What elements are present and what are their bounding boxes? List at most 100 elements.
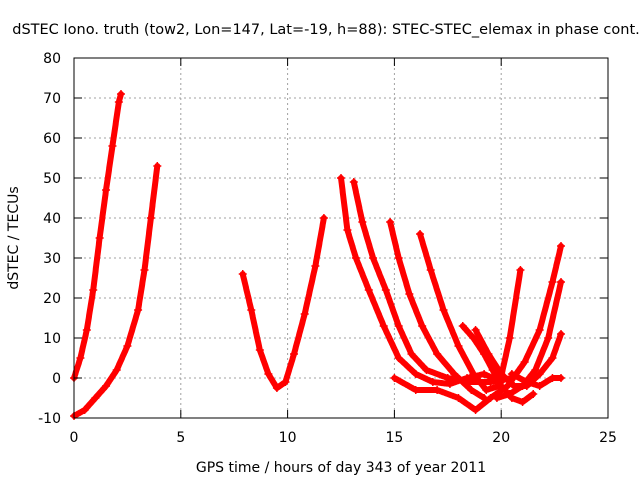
data-point-marker	[422, 366, 431, 374]
data-point-marker	[311, 262, 320, 270]
data-point-marker	[471, 406, 480, 414]
data-point-marker	[458, 322, 467, 330]
data-point-marker	[505, 334, 514, 342]
data-point-marker	[255, 346, 264, 354]
data-point-marker	[535, 382, 544, 390]
data-point-marker	[76, 354, 85, 362]
data-point-marker	[343, 226, 352, 234]
data-point-marker	[557, 330, 566, 338]
data-point-marker	[114, 98, 123, 106]
data-point-marker	[548, 278, 557, 286]
data-point-marker	[428, 378, 437, 386]
data-point-marker	[351, 254, 360, 262]
data-point-marker	[146, 214, 155, 222]
data-point-marker	[394, 354, 403, 362]
data-point-marker	[369, 254, 378, 262]
y-tick-label: 40	[43, 211, 61, 227]
y-tick-label: 20	[43, 291, 61, 307]
series-trace	[387, 219, 488, 401]
data-point-marker	[337, 174, 345, 182]
data-point-marker	[407, 350, 416, 358]
data-point-marker	[394, 254, 403, 262]
series-arc-3	[238, 214, 328, 392]
data-point-marker	[548, 374, 557, 382]
data-point-marker	[390, 374, 399, 382]
series-arc-4	[337, 174, 506, 388]
data-point-marker	[433, 350, 442, 358]
x-tick-label: 25	[599, 430, 617, 446]
y-axis-label: dSTEC / TECUs	[6, 186, 22, 289]
data-point-marker	[520, 358, 529, 366]
data-point-marker	[486, 378, 495, 386]
data-point-marker	[544, 334, 553, 342]
data-point-marker	[264, 370, 273, 378]
data-point-marker	[116, 90, 125, 98]
series-arc-2	[70, 162, 162, 420]
data-point-marker	[411, 386, 420, 394]
y-tick-label: 10	[43, 331, 61, 347]
data-point-marker	[379, 322, 388, 330]
data-point-marker	[467, 386, 476, 394]
data-point-marker	[505, 390, 514, 398]
x-tick-label: 10	[279, 430, 297, 446]
data-point-marker	[82, 326, 91, 334]
data-point-marker	[516, 266, 525, 274]
y-tick-label: 30	[43, 251, 61, 267]
y-tick-label: 80	[43, 51, 61, 67]
data-point-marker	[394, 322, 403, 330]
series-trace	[71, 163, 161, 419]
data-point-marker	[405, 290, 414, 298]
data-point-marker	[102, 382, 111, 390]
data-point-marker	[557, 374, 566, 382]
x-tick-label: 0	[70, 430, 79, 446]
data-point-marker	[153, 162, 162, 170]
data-point-marker	[439, 306, 448, 314]
data-point-marker	[112, 366, 121, 374]
plot-frame	[73, 57, 609, 419]
data-point-marker	[469, 370, 478, 378]
data-point-marker	[386, 218, 395, 226]
x-tick-label: 5	[176, 430, 185, 446]
data-point-marker	[300, 310, 309, 318]
data-point-marker	[358, 218, 367, 226]
data-point-marker	[529, 390, 538, 398]
data-point-marker	[518, 398, 527, 406]
data-point-marker	[134, 306, 143, 314]
series-arc-12	[507, 370, 566, 390]
data-point-marker	[450, 370, 459, 378]
data-point-marker	[80, 406, 89, 414]
data-point-marker	[557, 242, 566, 250]
data-point-marker	[557, 278, 566, 286]
data-point-marker	[469, 334, 478, 342]
x-tick-label: 20	[492, 430, 510, 446]
data-point-marker	[91, 394, 100, 402]
y-tick-label: 0	[52, 371, 61, 387]
data-point-marker	[535, 326, 544, 334]
data-point-marker	[89, 286, 98, 294]
data-point-marker	[482, 386, 491, 394]
data-point-marker	[492, 394, 501, 402]
x-axis-label: GPS time / hours of day 343 of year 2011	[196, 460, 486, 476]
data-point-marker	[281, 378, 290, 386]
data-point-marker	[319, 214, 328, 222]
data-point-marker	[102, 186, 111, 194]
data-point-marker	[290, 350, 299, 358]
data-point-marker	[522, 378, 531, 386]
data-point-marker	[503, 382, 512, 390]
data-point-marker	[548, 354, 557, 362]
series-arc-6	[386, 218, 489, 402]
data-point-marker	[497, 370, 506, 378]
data-point-marker	[454, 342, 463, 350]
data-point-marker	[484, 350, 493, 358]
data-point-marker	[95, 234, 104, 242]
series-arc-7	[416, 230, 525, 394]
series-arc-11	[492, 278, 566, 402]
data-point-marker	[364, 286, 373, 294]
data-point-marker	[123, 342, 132, 350]
data-point-marker	[349, 178, 358, 186]
data-point-marker	[443, 374, 452, 382]
data-point-marker	[418, 322, 427, 330]
data-series-layer	[70, 90, 566, 420]
data-point-marker	[507, 370, 516, 378]
